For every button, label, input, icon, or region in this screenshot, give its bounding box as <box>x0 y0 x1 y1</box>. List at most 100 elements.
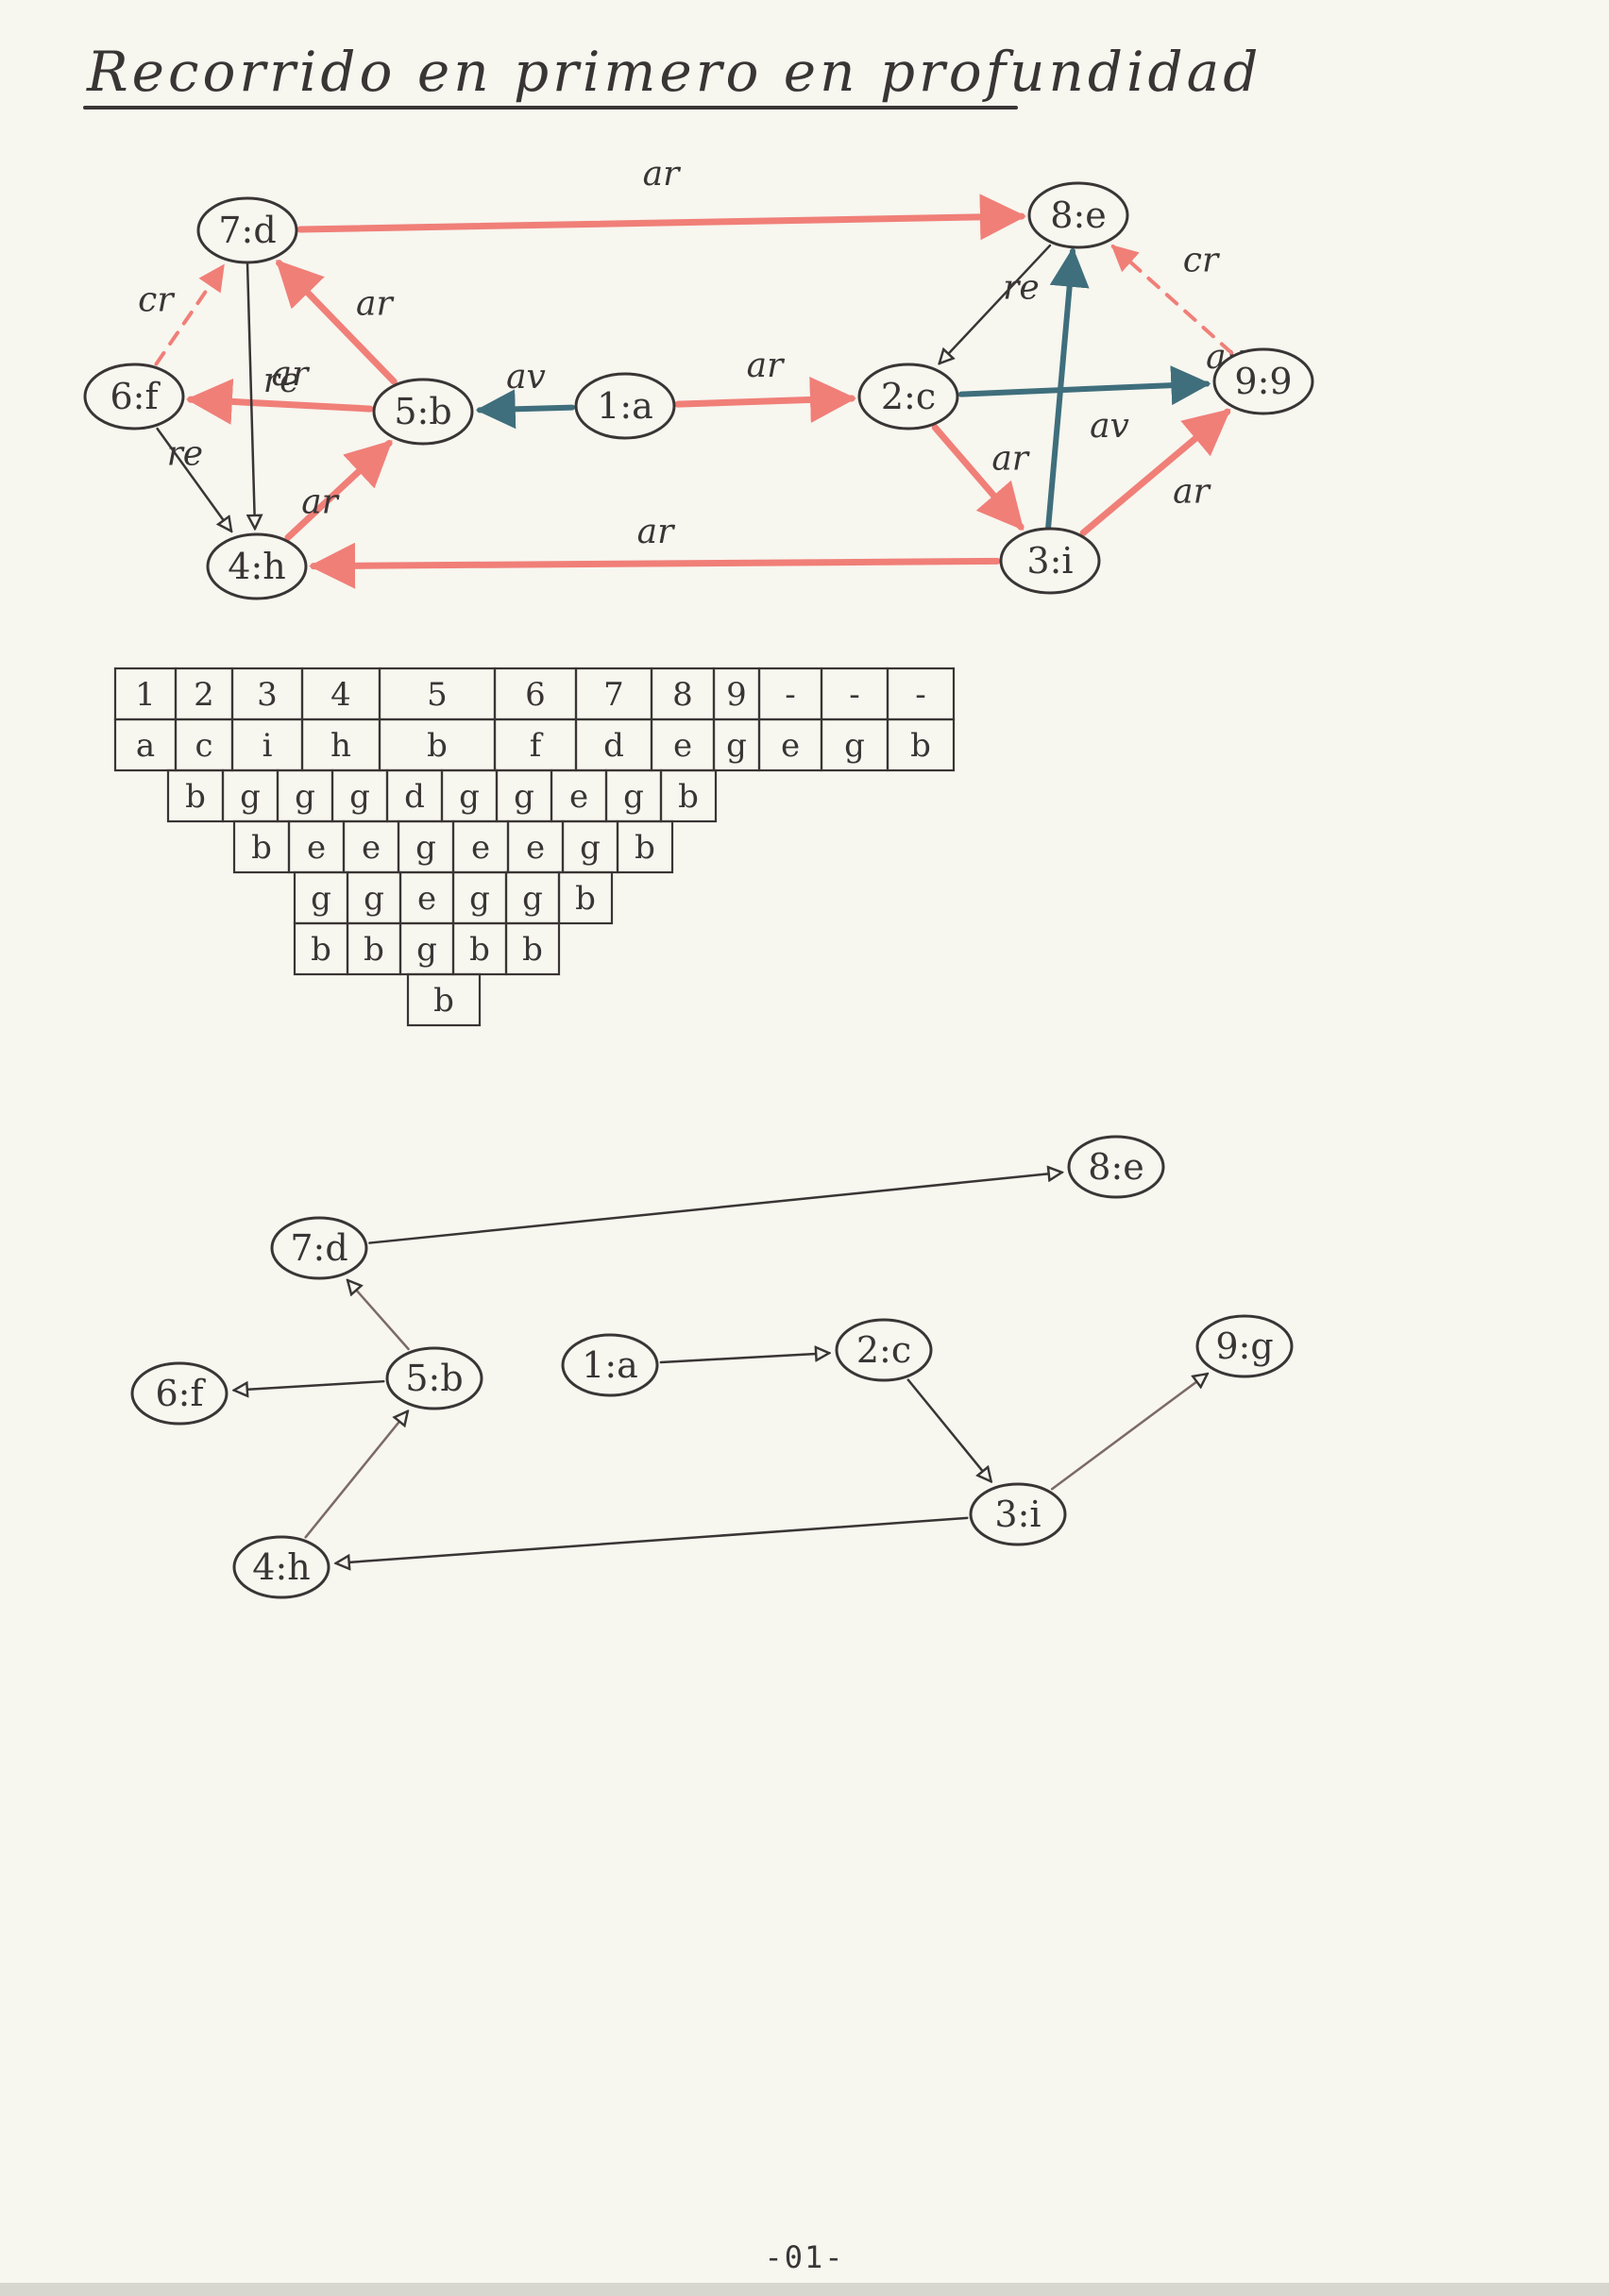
tree-node-8: 8:e <box>1067 1135 1165 1199</box>
graph-edge-2-9 <box>957 365 1211 406</box>
table-cell: e <box>307 829 326 867</box>
node-circle <box>196 196 298 264</box>
graph-node-label: 9:9 <box>1234 361 1292 402</box>
graph-node-label: 1:a <box>597 385 653 427</box>
page-bottom-edge <box>0 2283 1609 2296</box>
stack-table: 1 2 3 4 5 6 7 8 9- - -a c i h b f d e g e g bb g g g d g g e g bb e e g e e… <box>113 667 956 1027</box>
table-cell: e <box>526 829 545 867</box>
tree-node-label: 2:c <box>856 1329 911 1371</box>
table-header-cell: - <box>849 676 860 714</box>
graph-edge-1-2 <box>674 376 856 423</box>
node-circle <box>835 1318 933 1382</box>
graph-edge-4-5 <box>284 439 393 541</box>
graph-edge-label: cr <box>1183 241 1220 279</box>
graph-edge-label: ar <box>1173 472 1211 511</box>
graph-edge-2-3 <box>931 424 1025 531</box>
tree-edge-4-5 <box>304 1411 408 1539</box>
graph-edge-label: ar <box>991 439 1029 478</box>
graph-node-7: 7:d <box>196 196 298 264</box>
graph-node-1: 1:a <box>574 372 676 440</box>
graph-edge-label: ar <box>643 155 681 194</box>
graph-edge-label: ar <box>272 355 310 394</box>
graph-node-5: 5:b <box>372 378 474 446</box>
table-cell: d <box>603 727 624 765</box>
tree-edge-7-8 <box>368 1173 1061 1244</box>
graph-edge-3-9 <box>1079 408 1231 536</box>
table-cell: f <box>530 727 544 765</box>
table-cell-border <box>616 819 674 874</box>
table-cell: g <box>459 778 480 816</box>
graph-edge-5-6 <box>185 378 374 425</box>
table-cell: g <box>726 727 747 765</box>
tree-edge-2-3 <box>906 1378 991 1482</box>
table-cell: b <box>251 829 272 867</box>
graph-node-label: 6:f <box>110 376 161 417</box>
tree-node-label: 3:i <box>994 1494 1041 1535</box>
graph-edge-9-8 <box>1110 244 1234 355</box>
tree-node-3: 3:i <box>969 1482 1067 1546</box>
tree-node-label: 7:d <box>290 1227 347 1269</box>
table-cell: e <box>362 829 381 867</box>
graph-node-label: 5:b <box>394 391 451 432</box>
graph-edge-5-7 <box>276 260 398 385</box>
table-cell: b <box>910 727 931 765</box>
node-circle <box>372 378 474 446</box>
node-circle <box>1212 347 1314 415</box>
table-cell-border <box>504 921 561 976</box>
tree-edge-3-4 <box>336 1516 969 1563</box>
table-cell-border <box>659 768 718 823</box>
table-header-cell: 8 <box>672 676 693 714</box>
node-circle <box>130 1361 229 1426</box>
graph-edge-1-5 <box>475 389 576 430</box>
node-circle <box>1027 181 1129 249</box>
table-cell: g <box>415 829 436 867</box>
table-cell: g <box>364 880 384 918</box>
node-circle <box>969 1482 1067 1546</box>
graph-node-6: 6:f <box>83 363 185 430</box>
tree-node-label: 1:a <box>582 1344 638 1386</box>
graph-edge-7-4 <box>246 261 255 529</box>
tree-edge-3-9 <box>1050 1374 1208 1491</box>
graph-edge-7-8 <box>296 194 1026 241</box>
table-cell: g <box>580 829 601 867</box>
node-circle <box>270 1216 368 1280</box>
table-cell: b <box>185 778 206 816</box>
table-cell: c <box>195 727 212 765</box>
table-header-cell: 5 <box>427 676 448 714</box>
table-cell: g <box>514 778 534 816</box>
tree-edge-5-6 <box>234 1379 385 1390</box>
graph-node-label: 4:h <box>228 546 285 587</box>
page-title: Recorrido en primero en profundidad <box>87 40 1262 104</box>
table-cell-border <box>557 870 614 925</box>
node-circle <box>1195 1314 1294 1378</box>
table-cell: d <box>404 778 425 816</box>
tree-edge-1-2 <box>659 1353 829 1364</box>
node-circle <box>857 363 959 430</box>
tree-node-2: 2:c <box>835 1318 933 1382</box>
table-cell: e <box>471 829 490 867</box>
tree-node-4: 4:h <box>232 1535 330 1599</box>
graph-edge-6-4 <box>156 427 231 532</box>
table-header-cell: 3 <box>257 676 278 714</box>
table-header-cell: 6 <box>525 676 546 714</box>
graph-node-label: 2:c <box>881 376 936 417</box>
table-cell: a <box>136 727 155 765</box>
graph-node-9: 9:9 <box>1212 347 1314 415</box>
tree-node-label: 4:h <box>252 1546 310 1588</box>
table-cell: g <box>844 727 865 765</box>
graph-node-label: 8:e <box>1050 194 1106 236</box>
graph-edge-label: ar <box>356 284 394 323</box>
table-cell: h <box>330 727 351 765</box>
graph-node-label: 3:i <box>1026 540 1073 582</box>
graph-node-8: 8:e <box>1027 181 1129 249</box>
table-header-cell: 7 <box>603 676 624 714</box>
node-circle <box>206 532 308 600</box>
graph-edge-label: re <box>1003 269 1040 308</box>
tree-node-7: 7:d <box>270 1216 368 1280</box>
table-cell: i <box>263 727 273 765</box>
graph-node-label: 7:d <box>218 210 276 251</box>
title-underline <box>83 106 1018 110</box>
node-circle <box>232 1535 330 1599</box>
